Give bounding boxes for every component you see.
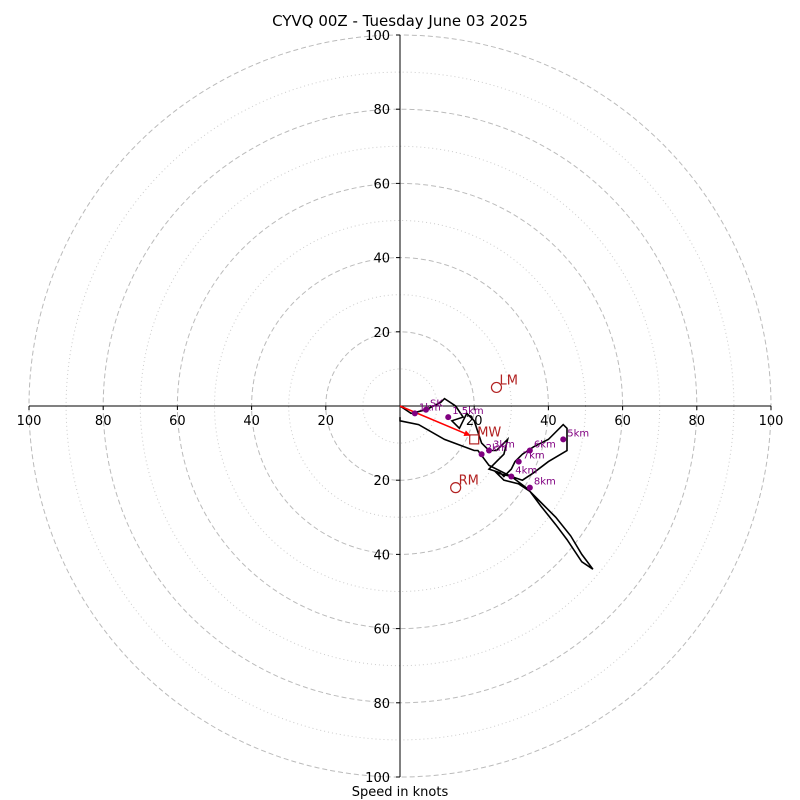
height-marker-label: 1.5km [452, 406, 483, 417]
motion-marker-label: LM [499, 373, 517, 388]
storm-motion-marker [450, 482, 462, 494]
height-marker-label: 3km [493, 440, 515, 451]
storm-motion-marker [490, 381, 503, 394]
hodograph-trace-group [399, 397, 594, 570]
x-tick-label: 100 [759, 414, 784, 429]
height-marker-label: SK [430, 399, 443, 410]
height-marker-label: 4km [515, 465, 537, 476]
storm-motion-markers: LM RM MW [450, 373, 518, 494]
x-tick-label: 20 [318, 414, 335, 429]
x-tick-label: 100 [17, 414, 42, 429]
height-marker-dot [508, 473, 515, 480]
y-tick-label: 80 [373, 697, 390, 712]
height-marker-label: 6km [534, 440, 556, 451]
y-tick-label: 20 [373, 474, 390, 489]
y-tick-label: 20 [373, 326, 390, 341]
x-tick-label: 80 [95, 414, 112, 429]
x-tick-label: 60 [614, 414, 631, 429]
y-tick-label: 80 [373, 103, 390, 118]
height-marker-dot [422, 406, 429, 413]
height-marker-label: 5km [567, 428, 589, 439]
x-tick-label: 40 [540, 414, 557, 429]
height-marker-dot [526, 484, 533, 491]
height-marker-label: 8km [534, 477, 556, 488]
shear-vector-arrowhead [463, 430, 471, 436]
y-tick-label: 40 [373, 548, 390, 563]
height-marker-dot [526, 447, 533, 454]
height-marker-dot [486, 447, 493, 454]
height-marker-label: 2km [486, 443, 508, 454]
mean-wind-marker [469, 434, 480, 445]
height-marker-dot [411, 410, 418, 417]
shear-vector-group [399, 405, 471, 437]
height-marker-dot [560, 436, 567, 443]
x-tick-label: 40 [243, 414, 260, 429]
y-tick-label: 100 [365, 29, 390, 44]
y-tick-label: 60 [373, 177, 390, 192]
height-marker-label: 1km [419, 402, 441, 413]
height-marker-dot [445, 414, 452, 421]
motion-marker-label: RM [459, 474, 479, 489]
height-marker-dot [515, 458, 522, 465]
y-tick-label: 100 [365, 771, 390, 786]
x-axis-label: Speed in knots [352, 785, 449, 800]
height-marker-dot [478, 451, 485, 458]
height-marker-label: 7km [523, 451, 545, 462]
chart-title: CYVQ 00Z - Tuesday June 03 2025 [272, 12, 528, 30]
x-tick-label: 60 [169, 414, 186, 429]
motion-marker-label: MW [477, 425, 501, 440]
shear-vector-line [399, 405, 471, 437]
y-tick-label: 40 [373, 252, 390, 267]
hodograph-trace [399, 397, 594, 570]
y-tick-label: 60 [373, 623, 390, 638]
x-tick-label: 80 [689, 414, 706, 429]
